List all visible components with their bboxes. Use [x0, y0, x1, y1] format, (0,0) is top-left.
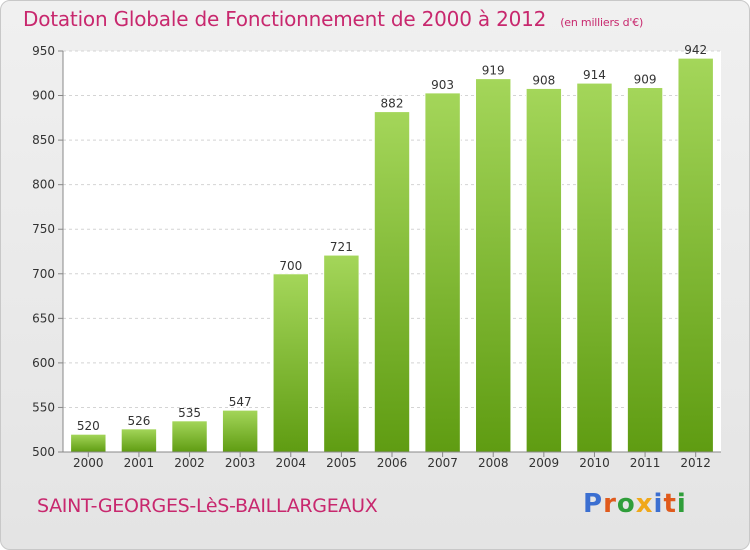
- logo-letter: o: [616, 489, 636, 519]
- bar-value-label: 882: [381, 97, 404, 111]
- x-tick-label: 2007: [427, 456, 458, 470]
- bar-value-label: 700: [279, 259, 302, 273]
- x-tick-label: 2006: [377, 456, 408, 470]
- bar: [626, 87, 664, 453]
- bar-value-label: 547: [229, 395, 252, 409]
- bar-value-label: 942: [684, 43, 707, 57]
- logo-letter: i: [676, 489, 687, 519]
- bar-value-label: 903: [431, 78, 454, 92]
- bar: [171, 420, 208, 453]
- x-tick-label: 2012: [680, 456, 711, 470]
- bar-value-label: 909: [634, 73, 657, 87]
- y-tick-label: 550: [32, 400, 55, 414]
- logo-letter: x: [635, 489, 654, 519]
- y-tick-label: 650: [32, 311, 55, 325]
- y-tick-label: 600: [32, 356, 55, 370]
- y-tick-label: 500: [32, 445, 55, 459]
- bar: [576, 82, 613, 453]
- bar-value-label: 535: [178, 406, 201, 420]
- x-tick-label: 2003: [225, 456, 256, 470]
- bar-value-label: 914: [583, 68, 606, 82]
- y-tick-label: 750: [32, 222, 55, 236]
- chart-title-text: Dotation Globale de Fonctionnement de 20…: [23, 7, 547, 31]
- bars: 520 526 535 547 700 721 882 903 919 908 914 909 942: [70, 43, 714, 453]
- y-tick-label: 700: [32, 267, 55, 281]
- bar: [323, 254, 360, 453]
- bar: [475, 78, 512, 453]
- y-tick-label: 900: [32, 89, 55, 103]
- y-tick-label: 850: [32, 133, 55, 147]
- bar-value-label: 919: [482, 64, 505, 78]
- bar: [525, 87, 563, 453]
- bar: [677, 57, 714, 453]
- x-tick-label: 2011: [630, 456, 661, 470]
- x-axis: 2000 2001 2002 2003 2004 2005 2006 2007 2008 2009…: [63, 451, 721, 470]
- unit-note: (en milliers d'€): [560, 16, 644, 29]
- x-tick-label: 2005: [326, 456, 357, 470]
- x-tick-label: 2010: [579, 456, 610, 470]
- y-tick-label: 950: [32, 44, 55, 58]
- bar-value-label: 721: [330, 240, 353, 254]
- commune-name: SAINT-GEORGES-LèS-BAILLARGEAUX: [37, 495, 378, 517]
- bar-value-label: 526: [127, 414, 150, 428]
- x-tick-label: 2009: [529, 456, 560, 470]
- x-tick-label: 2008: [478, 456, 509, 470]
- chart-title: Dotation Globale de Fonctionnement de 20…: [23, 7, 643, 31]
- y-tick-label: 800: [32, 178, 55, 192]
- bar-value-label: 520: [77, 419, 100, 433]
- x-tick-label: 2002: [174, 456, 205, 470]
- bar: [120, 428, 158, 453]
- proxiti-logo[interactable]: Proxiti: [583, 489, 687, 519]
- bar: [424, 92, 461, 453]
- y-axis: 500 550 600 650 700 750 800 850 900 950: [32, 44, 64, 459]
- logo-letter: P: [583, 489, 604, 519]
- x-tick-label: 2001: [124, 456, 155, 470]
- x-tick-label: 2000: [73, 456, 104, 470]
- logo-letter: i: [653, 489, 664, 519]
- bar: [221, 409, 259, 453]
- bar-value-label: 908: [532, 73, 555, 87]
- x-tick-label: 2004: [275, 456, 306, 470]
- bar: [70, 433, 107, 453]
- bar: [373, 111, 411, 453]
- bar: [272, 273, 309, 453]
- logo-letter: r: [603, 489, 617, 519]
- logo-letter: t: [663, 489, 677, 519]
